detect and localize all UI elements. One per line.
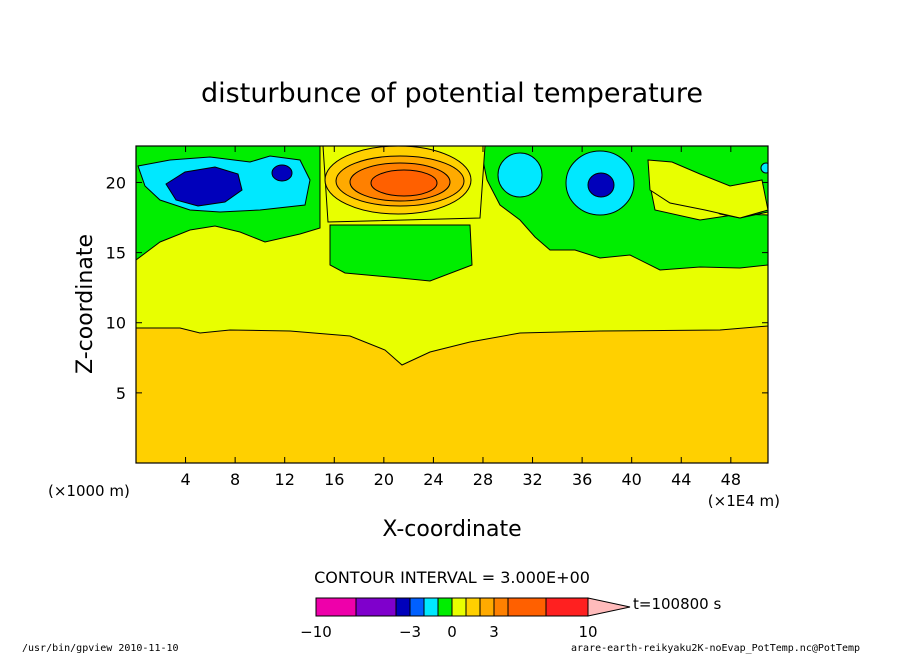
y-tick-label: 5: [116, 384, 126, 403]
y-tick-label: 20: [106, 173, 126, 192]
x-tick-label: 48: [721, 470, 741, 489]
cold-region-edge: [760, 162, 768, 174]
colorbar-tick-label: −3: [399, 623, 421, 641]
time-label: t=100800 s: [633, 595, 721, 613]
colorbar-arrow: [587, 597, 631, 617]
colorbar: −10 −3 0 3 10: [300, 597, 631, 641]
colorbar-swatch: [395, 597, 411, 617]
y-axis-label: Z-coordinate: [73, 234, 98, 374]
contour-field: [136, 146, 768, 463]
colorbar-tick-label: 0: [447, 623, 457, 641]
warm-contour-core: [370, 169, 438, 197]
x-axis-label: X-coordinate: [382, 517, 521, 542]
x-tick-label: 20: [374, 470, 394, 489]
y-tick-label: 15: [106, 244, 126, 263]
x-tick-label: 16: [324, 470, 344, 489]
middle-green-region: [329, 224, 473, 282]
colorbar-swatch: [507, 597, 547, 617]
colorbar-swatch: [423, 597, 439, 617]
cold-core-left-small: [271, 164, 293, 182]
x-tick-label: 8: [230, 470, 240, 489]
colorbar-swatch: [409, 597, 425, 617]
colorbar-swatch: [479, 597, 495, 617]
colorbar-tick-label: 3: [489, 623, 499, 641]
x-tick-label: 40: [622, 470, 642, 489]
x-tick-label: 12: [275, 470, 295, 489]
footer-right: arare-earth-reikyaku2K-noEvap_PotTemp.nc…: [571, 643, 860, 654]
x-unit-left: (×1000 m): [48, 482, 130, 500]
colorbar-swatch: [437, 597, 453, 617]
colorbar-tick-label: 10: [578, 623, 597, 641]
upper-right-yellow-patch: [647, 159, 768, 219]
colorbar-swatch: [465, 597, 481, 617]
colorbar-swatch: [355, 597, 397, 617]
colorbar-swatch: [493, 597, 509, 617]
x-axis-ticks: 4 8 12 16 20 24 28 32 36 40 44 48: [180, 146, 741, 489]
x-tick-label: 4: [180, 470, 190, 489]
footer-left: /usr/bin/gpview 2010-11-10: [22, 643, 179, 654]
cold-core-left: [165, 166, 243, 207]
x-tick-label: 44: [671, 470, 691, 489]
y-tick-label: 10: [106, 314, 126, 333]
x-tick-label: 24: [423, 470, 443, 489]
colorbar-swatch: [451, 597, 467, 617]
colorbar-swatch: [545, 597, 589, 617]
cold-core-right: [587, 172, 615, 198]
colorbar-swatch: [315, 597, 357, 617]
x-tick-label: 36: [572, 470, 592, 489]
colorbar-tick-label: −10: [300, 623, 332, 641]
x-tick-label: 32: [522, 470, 542, 489]
plot-frame: [135, 145, 769, 464]
x-tick-label: 28: [473, 470, 493, 489]
y-axis-ticks: 5 10 15 20: [106, 173, 768, 403]
chart-title: disturbunce of potential temperature: [201, 78, 703, 109]
contour-interval-text: CONTOUR INTERVAL = 3.000E+00: [314, 568, 590, 587]
cold-region-middle: [497, 152, 543, 198]
x-unit-right: (×1E4 m): [708, 492, 780, 510]
